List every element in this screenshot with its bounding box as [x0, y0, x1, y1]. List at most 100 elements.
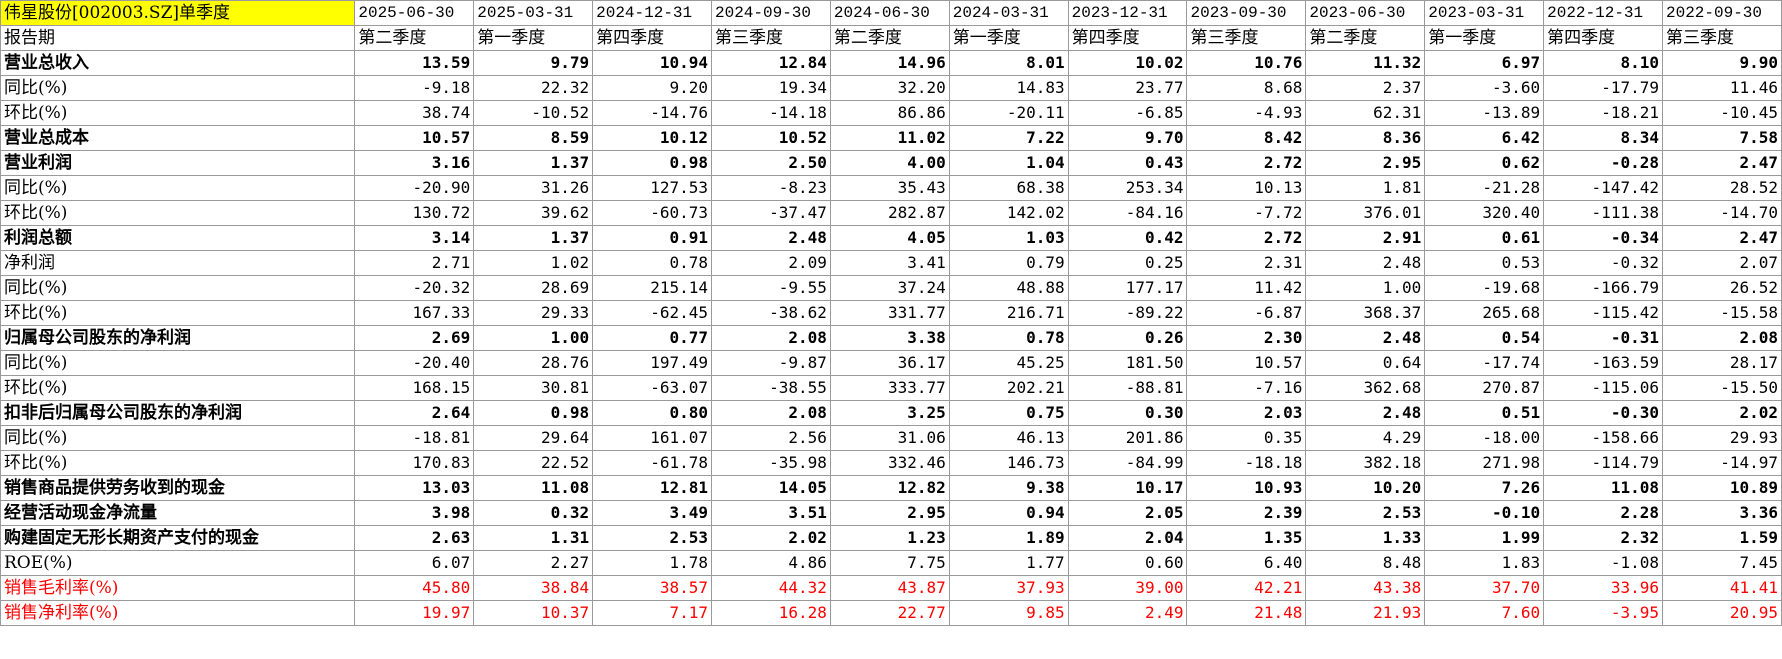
value-cell[interactable]: 2.02 — [710, 525, 831, 551]
value-cell[interactable]: 3.14 — [354, 225, 475, 251]
value-cell[interactable]: -7.72 — [1186, 200, 1307, 226]
value-cell[interactable]: -20.90 — [354, 175, 475, 201]
period-cell[interactable]: 第一季度 — [473, 25, 594, 51]
row-label[interactable]: 环比(%) — [0, 100, 356, 126]
date-header[interactable]: 2024-09-30 — [710, 0, 831, 26]
value-cell[interactable]: 2.48 — [1305, 400, 1426, 426]
value-cell[interactable]: 382.18 — [1305, 450, 1426, 476]
value-cell[interactable]: 3.38 — [829, 325, 950, 351]
value-cell[interactable]: -17.79 — [1543, 75, 1663, 101]
row-label[interactable]: 环比(%) — [0, 375, 356, 401]
value-cell[interactable]: 10.20 — [1305, 475, 1426, 501]
value-cell[interactable]: -84.99 — [1067, 450, 1188, 476]
row-label[interactable]: 营业总收入 — [0, 50, 356, 76]
value-cell[interactable]: 1.78 — [592, 550, 712, 576]
value-cell[interactable]: 36.17 — [829, 350, 950, 376]
period-cell[interactable]: 第二季度 — [354, 25, 475, 51]
row-label[interactable]: 销售净利率(%) — [0, 600, 356, 626]
value-cell[interactable]: 10.57 — [1186, 350, 1307, 376]
value-cell[interactable]: -14.70 — [1661, 200, 1782, 226]
value-cell[interactable]: 10.89 — [1661, 475, 1782, 501]
value-cell[interactable]: 0.42 — [1067, 225, 1188, 251]
value-cell[interactable]: 7.45 — [1661, 550, 1782, 576]
value-cell[interactable]: 39.00 — [1067, 575, 1188, 601]
value-cell[interactable]: 10.17 — [1067, 475, 1188, 501]
date-header[interactable]: 2022-12-31 — [1543, 0, 1663, 26]
value-cell[interactable]: -13.89 — [1424, 100, 1545, 126]
value-cell[interactable]: 9.38 — [948, 475, 1069, 501]
date-header[interactable]: 2022-09-30 — [1661, 0, 1782, 26]
value-cell[interactable]: 270.87 — [1424, 375, 1545, 401]
date-header[interactable]: 2023-09-30 — [1186, 0, 1307, 26]
value-cell[interactable]: 215.14 — [592, 275, 712, 301]
value-cell[interactable]: 0.43 — [1067, 150, 1188, 176]
value-cell[interactable]: -147.42 — [1543, 175, 1663, 201]
date-header[interactable]: 2023-06-30 — [1305, 0, 1426, 26]
value-cell[interactable]: 8.34 — [1543, 125, 1663, 151]
value-cell[interactable]: 6.07 — [354, 550, 475, 576]
value-cell[interactable]: 10.13 — [1186, 175, 1307, 201]
value-cell[interactable]: 8.36 — [1305, 125, 1426, 151]
value-cell[interactable]: 62.31 — [1305, 100, 1426, 126]
value-cell[interactable]: -0.30 — [1543, 400, 1663, 426]
value-cell[interactable]: -158.66 — [1543, 425, 1663, 451]
value-cell[interactable]: 22.52 — [473, 450, 594, 476]
value-cell[interactable]: 2.49 — [1067, 600, 1188, 626]
value-cell[interactable]: 1.03 — [948, 225, 1069, 251]
row-label[interactable]: 销售毛利率(%) — [0, 575, 356, 601]
value-cell[interactable]: 3.49 — [592, 500, 712, 526]
period-cell[interactable]: 第四季度 — [1067, 25, 1188, 51]
value-cell[interactable]: -6.85 — [1067, 100, 1188, 126]
value-cell[interactable]: 2.53 — [592, 525, 712, 551]
row-label[interactable]: 净利润 — [0, 250, 356, 276]
value-cell[interactable]: 10.37 — [473, 600, 594, 626]
value-cell[interactable]: 0.78 — [592, 250, 712, 276]
value-cell[interactable]: 2.56 — [710, 425, 831, 451]
value-cell[interactable]: 2.32 — [1543, 525, 1663, 551]
row-label[interactable]: 销售商品提供劳务收到的现金 — [0, 475, 356, 501]
value-cell[interactable]: -8.23 — [710, 175, 831, 201]
value-cell[interactable]: 26.52 — [1661, 275, 1782, 301]
value-cell[interactable]: 197.49 — [592, 350, 712, 376]
value-cell[interactable]: 2.91 — [1305, 225, 1426, 251]
value-cell[interactable]: 0.54 — [1424, 325, 1545, 351]
value-cell[interactable]: 181.50 — [1067, 350, 1188, 376]
value-cell[interactable]: 2.09 — [710, 250, 831, 276]
value-cell[interactable]: 320.40 — [1424, 200, 1545, 226]
value-cell[interactable]: 168.15 — [354, 375, 475, 401]
value-cell[interactable]: -0.10 — [1424, 500, 1545, 526]
value-cell[interactable]: 0.79 — [948, 250, 1069, 276]
value-cell[interactable]: 11.08 — [473, 475, 594, 501]
value-cell[interactable]: -9.18 — [354, 75, 475, 101]
value-cell[interactable]: 38.84 — [473, 575, 594, 601]
value-cell[interactable]: -38.62 — [710, 300, 831, 326]
row-label[interactable]: 营业总成本 — [0, 125, 356, 151]
period-cell[interactable]: 第四季度 — [592, 25, 712, 51]
value-cell[interactable]: 1.37 — [473, 150, 594, 176]
value-cell[interactable]: 29.33 — [473, 300, 594, 326]
value-cell[interactable]: 0.25 — [1067, 250, 1188, 276]
value-cell[interactable]: 2.72 — [1186, 225, 1307, 251]
row-label[interactable]: 同比(%) — [0, 350, 356, 376]
row-label[interactable]: 营业利润 — [0, 150, 356, 176]
value-cell[interactable]: -166.79 — [1543, 275, 1663, 301]
value-cell[interactable]: 0.94 — [948, 500, 1069, 526]
value-cell[interactable]: 2.53 — [1305, 500, 1426, 526]
value-cell[interactable]: 14.83 — [948, 75, 1069, 101]
value-cell[interactable]: 19.34 — [710, 75, 831, 101]
value-cell[interactable]: 48.88 — [948, 275, 1069, 301]
value-cell[interactable]: 3.51 — [710, 500, 831, 526]
value-cell[interactable]: 201.86 — [1067, 425, 1188, 451]
value-cell[interactable]: -38.55 — [710, 375, 831, 401]
value-cell[interactable]: -15.50 — [1661, 375, 1782, 401]
date-header[interactable]: 2024-03-31 — [948, 0, 1069, 26]
value-cell[interactable]: -9.55 — [710, 275, 831, 301]
value-cell[interactable]: 42.21 — [1186, 575, 1307, 601]
value-cell[interactable]: 2.69 — [354, 325, 475, 351]
value-cell[interactable]: -0.32 — [1543, 250, 1663, 276]
value-cell[interactable]: 45.25 — [948, 350, 1069, 376]
value-cell[interactable]: 2.48 — [710, 225, 831, 251]
date-header[interactable]: 2025-06-30 — [354, 0, 475, 26]
value-cell[interactable]: 2.50 — [710, 150, 831, 176]
value-cell[interactable]: -9.87 — [710, 350, 831, 376]
